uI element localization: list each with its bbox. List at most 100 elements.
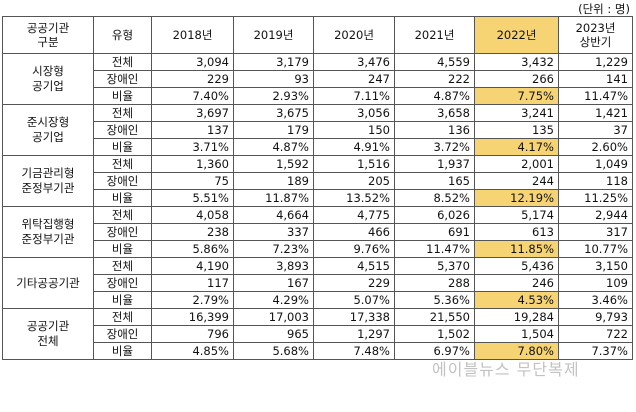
value-cell: 5,436 [474,257,559,275]
table-row: 비율 5.86% 7.23% 9.76% 11.47% 11.85% 10.77% [3,240,633,258]
group-label-line: 전체 [37,334,59,348]
value-cell: 2.93% [233,87,314,105]
group-label-line: 공공기관 [26,319,70,333]
value-cell: 5.51% [151,189,234,207]
value-cell: 135 [474,121,559,139]
unit-note: (단위 : 명) [578,2,630,16]
table-row: 준시장형 공기업 전체 3,697 3,675 3,056 3,658 3,241 1,421 [2,104,633,156]
value-cell: 2.79% [151,291,234,309]
row-type: 비율 [93,291,152,309]
value-cell: 222 [394,70,475,88]
value-cell: 75 [151,172,234,190]
value-cell: 137 [151,121,234,139]
value-cell: 136 [394,121,475,139]
value-cell: 3.72% [394,138,475,156]
table-row: 공공기관 전체 전체 16,399 17,003 17,338 21,550 19,284 9,… [2,308,633,360]
value-cell: 11.47% [558,87,633,105]
value-cell: 4,664 [233,206,314,224]
value-cell: 613 [474,223,559,241]
value-cell: 4.85% [151,342,234,360]
value-cell: 796 [151,325,234,343]
value-cell: 5.07% [313,291,395,309]
value-cell: 17,003 [233,308,314,326]
value-cell: 1,229 [558,53,633,71]
row-type: 전체 [93,53,152,71]
group-label-line: 위탁집행형 [21,217,75,231]
table-row: 장애인 796 965 1,297 1,502 1,504 722 [3,325,633,343]
value-cell: 5,370 [394,257,475,275]
value-cell: 965 [233,325,314,343]
table-row: 장애인 117 167 229 288 246 109 [3,274,633,292]
group-label-line: 시장형 [32,64,64,78]
value-cell: 179 [233,121,314,139]
value-cell: 6.97% [394,342,475,360]
group-label: 기타공공기관 [2,257,94,309]
value-cell: 247 [313,70,395,88]
header-type: 유형 [93,16,152,54]
value-cell: 4,559 [394,53,475,71]
table-row: 비율 5.51% 11.87% 13.52% 8.52% 12.19% 11.25% [3,189,633,207]
value-cell: 3,094 [151,53,234,71]
header-year: 2019년 [233,16,314,54]
value-cell: 3,056 [313,104,395,122]
value-cell: 10.77% [558,240,633,258]
value-cell: 1,421 [558,104,633,122]
value-cell: 3.71% [151,138,234,156]
table-row: 기금관리형 준정부기관 전체 1,360 1,592 1,516 1,937 2,001 1,0… [2,155,633,207]
row-type: 비율 [93,240,152,258]
value-cell-highlighted: 12.19% [474,189,559,207]
group-label: 기금관리형 준정부기관 [2,155,94,207]
value-cell: 189 [233,172,314,190]
value-cell: 238 [151,223,234,241]
value-cell: 4.87% [394,87,475,105]
row-type: 장애인 [93,274,152,292]
value-cell: 167 [233,274,314,292]
group-label: 준시장형 공기업 [2,104,94,156]
value-cell: 3,432 [474,53,559,71]
group-label-line: 준시장형 [26,115,70,129]
table-row: 장애인 238 337 466 691 613 317 [3,223,633,241]
value-cell: 165 [394,172,475,190]
value-cell-highlighted: 7.80% [474,342,559,360]
value-cell: 2.60% [558,138,633,156]
value-cell-highlighted: 7.75% [474,87,559,105]
value-cell: 2,944 [558,206,633,224]
row-type: 장애인 [93,172,152,190]
value-cell: 5,174 [474,206,559,224]
value-cell: 2,001 [474,155,559,173]
row-type: 비율 [93,87,152,105]
value-cell: 13.52% [313,189,395,207]
value-cell: 1,049 [558,155,633,173]
row-type: 장애인 [93,121,152,139]
table-row: 비율 2.79% 4.29% 5.07% 5.36% 4.53% 3.46% [3,291,633,309]
row-type: 전체 [93,308,152,326]
value-cell: 3,658 [394,104,475,122]
value-cell: 3,697 [151,104,234,122]
value-cell: 7.48% [313,342,395,360]
table-row: 장애인 229 93 247 222 266 141 [3,70,633,88]
header-last-line: 2023년 [575,21,616,35]
value-cell: 1,516 [313,155,395,173]
row-type: 전체 [93,104,152,122]
row-type: 전체 [93,155,152,173]
group-label: 공공기관 전체 [2,308,94,360]
value-cell: 4,515 [313,257,395,275]
value-cell: 266 [474,70,559,88]
value-cell: 7.11% [313,87,395,105]
value-cell: 21,550 [394,308,475,326]
value-cell: 3,241 [474,104,559,122]
value-cell: 5.68% [233,342,314,360]
value-cell: 246 [474,274,559,292]
value-cell: 3,893 [233,257,314,275]
value-cell: 11.25% [558,189,633,207]
value-cell: 4,058 [151,206,234,224]
table-row: 비율 4.85% 5.68% 7.48% 6.97% 7.80% 7.37% [3,342,633,360]
value-cell: 141 [558,70,633,88]
value-cell: 6,026 [394,206,475,224]
value-cell: 7.40% [151,87,234,105]
table-row: 장애인 137 179 150 136 135 37 [3,121,633,139]
table-row: 위탁집행형 준정부기관 전체 4,058 4,664 4,775 6,026 5,174 2,9… [2,206,633,258]
value-cell: 16,399 [151,308,234,326]
value-cell: 17,338 [313,308,395,326]
table-row: 비율 7.40% 2.93% 7.11% 4.87% 7.75% 11.47% [3,87,633,105]
